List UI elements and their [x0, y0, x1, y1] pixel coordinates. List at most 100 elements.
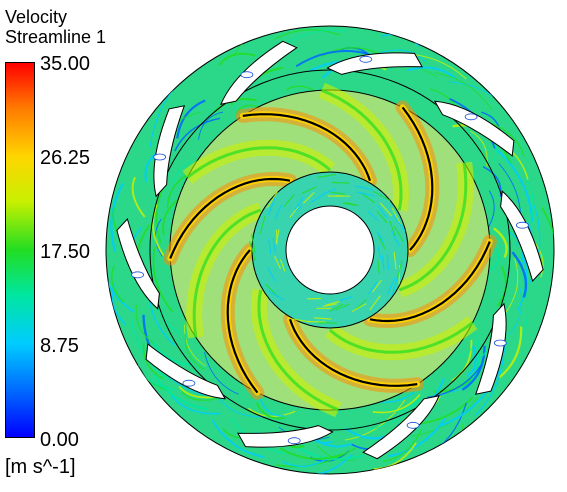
diffuser-streak: [511, 251, 528, 298]
impeller-blade: [169, 177, 291, 259]
channel-streak: [186, 146, 331, 179]
diffuser-vane: [145, 343, 227, 400]
diffuser-streak: [211, 419, 265, 459]
hub-streak: [325, 300, 340, 306]
diffuser-streak: [384, 399, 418, 412]
diffuser-streak: [162, 196, 182, 236]
hub-streak: [372, 279, 382, 293]
diffuser-streak: [181, 391, 221, 401]
hub-streak: [266, 191, 278, 209]
tick-label-min: 0.00: [40, 429, 79, 451]
diffuser-streak: [474, 343, 506, 417]
hub-streak: [291, 318, 311, 323]
units-label: [m s^-1]: [5, 456, 76, 478]
hub-streak: [330, 191, 345, 195]
hub-streak: [259, 216, 266, 234]
vane-wake: [182, 379, 196, 387]
diffuser-streak: [493, 227, 508, 258]
streamline-plot: [105, 25, 555, 475]
diffuser-streak: [153, 374, 208, 411]
channel-streak: [398, 162, 468, 292]
hub-streak: [357, 191, 375, 197]
hub-streak: [314, 317, 332, 320]
hub-streak: [267, 267, 276, 282]
impeller-blade: [288, 318, 418, 387]
diffuser-vane: [362, 395, 440, 460]
hub-streak: [393, 215, 406, 232]
tick-label-4: 8.75: [40, 335, 79, 357]
hub-streak: [283, 193, 295, 208]
diffuser-streak: [454, 333, 477, 359]
diffuser-streak: [508, 284, 523, 336]
hub-streak: [377, 259, 380, 274]
hub-streak: [390, 230, 400, 247]
diffuser-streak: [380, 49, 427, 63]
diffuser-streak: [258, 396, 285, 417]
hub-streak: [279, 259, 286, 272]
hub-streak: [391, 207, 402, 225]
diffuser-streak: [540, 206, 554, 289]
diffuser-streak: [295, 50, 368, 68]
diffuser-streak: [183, 324, 207, 367]
diffuser-ring: [149, 69, 511, 431]
diffuser-streak: [135, 304, 155, 345]
diffuser-vane: [500, 190, 544, 282]
hub-streak: [381, 255, 385, 270]
vane-wake: [515, 221, 529, 229]
hub-streak: [389, 220, 397, 237]
hub-streak: [294, 197, 304, 211]
diffuser-vane: [433, 100, 515, 157]
hub-streak: [391, 276, 399, 296]
diffuser-streak: [111, 265, 125, 303]
hub-streak: [289, 206, 299, 218]
diffuser-streak: [466, 345, 477, 377]
hub-streak: [268, 238, 272, 255]
diffuser-vanes: [116, 40, 544, 460]
diffuser-streak: [382, 430, 422, 463]
hub-streak: [340, 295, 353, 302]
hub-streak: [376, 210, 388, 224]
legend-title-block: Velocity Streamline 1: [5, 7, 106, 47]
hub-streamlines: [249, 173, 406, 324]
diffuser-streak: [461, 345, 486, 391]
diffuser-streak: [184, 333, 206, 371]
hub-streak: [361, 192, 376, 204]
diffuser-streak: [407, 66, 456, 80]
hub-streak: [301, 186, 317, 194]
impeller-blades: [163, 82, 497, 418]
diffuser-streak: [110, 182, 125, 252]
legend-subtitle: Streamline 1: [5, 27, 107, 47]
hub-streak: [397, 259, 403, 278]
diffuser-streak: [372, 394, 421, 414]
diffuser-streak: [152, 246, 174, 313]
tick-label-mid: 17.50: [40, 241, 91, 263]
hub-streak: [251, 233, 256, 254]
diffuser-streak: [368, 395, 423, 430]
channel-streak: [329, 321, 474, 354]
channel-streak: [257, 289, 340, 412]
diffuser-streak: [498, 326, 523, 379]
hub-streak: [345, 202, 359, 207]
hub-streak: [379, 202, 393, 217]
hub-streak: [268, 290, 285, 302]
hub-hole: [285, 205, 375, 295]
diffuser-streak: [255, 402, 286, 420]
vane-wake: [359, 55, 373, 63]
channel-streak: [320, 88, 403, 211]
impeller-blade: [401, 106, 434, 251]
hub-streak: [267, 196, 276, 216]
hub-streak: [377, 246, 381, 259]
hub-streak: [274, 256, 282, 270]
hub-streak: [331, 181, 350, 184]
hub-streak: [378, 236, 386, 250]
diffuser-streak: [174, 117, 221, 152]
legend-title: Velocity: [5, 7, 68, 27]
diffuser-streak: [279, 447, 344, 460]
hub-streak: [377, 205, 389, 219]
diffuser-streak: [170, 395, 221, 415]
diffuser-vane: [326, 52, 423, 75]
hub-streak: [351, 303, 367, 313]
hub-streak: [372, 190, 391, 202]
vane-wake: [493, 339, 507, 347]
impeller-blade: [226, 249, 259, 394]
